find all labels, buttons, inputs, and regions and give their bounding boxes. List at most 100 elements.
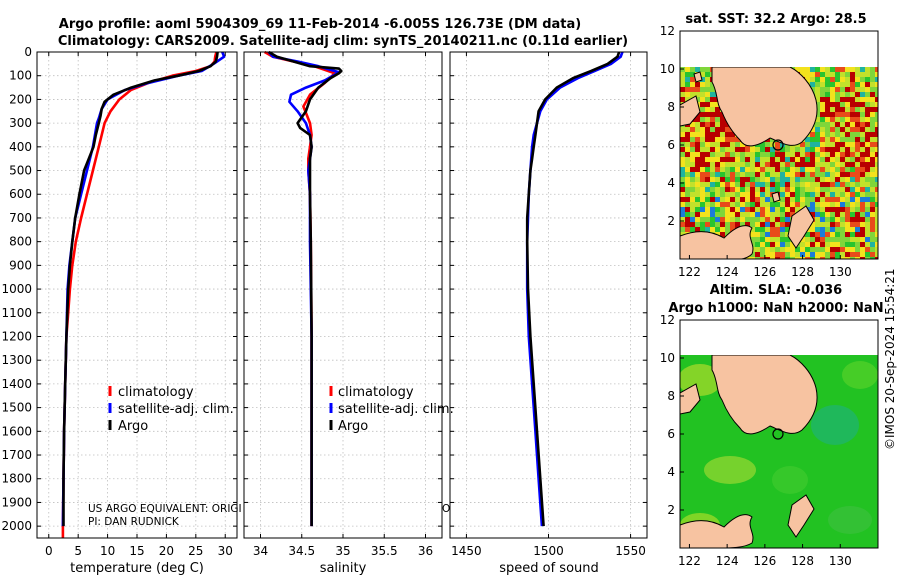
sst-cell [705, 77, 710, 82]
sst-cell [800, 197, 805, 202]
sst-cell [825, 177, 830, 182]
sst-cell [760, 252, 765, 257]
sst-cell [790, 207, 795, 212]
sst-cell [855, 132, 860, 137]
sst-cell [800, 192, 805, 197]
sst-cell [855, 107, 860, 112]
sst-cell [695, 172, 700, 177]
sst-cell [685, 157, 690, 162]
sst-cell [840, 232, 845, 237]
sst-cell [855, 257, 860, 259]
sst-cell [865, 82, 870, 87]
sst-cell [875, 242, 878, 247]
sst-cell [835, 177, 840, 182]
sst-cell [860, 162, 865, 167]
sst-cell [855, 112, 860, 117]
sst-cell [870, 72, 875, 77]
sst-cell [825, 247, 830, 252]
sst-cell [815, 207, 820, 212]
sst-cell [790, 257, 795, 259]
sst-cell [770, 162, 775, 167]
sst-cell [840, 147, 845, 152]
sst-cell [870, 217, 875, 222]
sst-cell [765, 252, 770, 257]
sst-cell [680, 132, 685, 137]
sst-cell [870, 247, 875, 252]
sst-cell [695, 192, 700, 197]
y-tick-label: 600 [9, 187, 32, 201]
sst-cell [780, 167, 785, 172]
sst-cell [875, 237, 878, 242]
sst-cell [730, 142, 735, 147]
sst-cell [700, 82, 705, 87]
sst-cell [740, 187, 745, 192]
sst-cell [875, 222, 878, 227]
x-tick-label: 30 [218, 544, 233, 558]
sst-cell [815, 257, 820, 259]
sst-cell [835, 212, 840, 217]
sst-cell [785, 187, 790, 192]
sst-cell [745, 202, 750, 207]
sst-cell [785, 242, 790, 247]
map-x-tick-label: 128 [791, 265, 814, 279]
sst-cell [765, 142, 770, 147]
sst-cell [825, 202, 830, 207]
sst-cell [860, 67, 865, 72]
sst-cell [745, 212, 750, 217]
map-x-tick-label: 124 [716, 554, 739, 568]
sst-cell [720, 172, 725, 177]
sst-cell [825, 82, 830, 87]
sst-cell [695, 92, 700, 97]
sst-cell [800, 157, 805, 162]
sst-cell [845, 227, 850, 232]
map-x-tick-label: 126 [753, 265, 776, 279]
sst-cell [710, 92, 715, 97]
sst-cell [695, 157, 700, 162]
sst-cell [865, 187, 870, 192]
sst-cell [845, 217, 850, 222]
sst-cell [850, 202, 855, 207]
sst-cell [785, 157, 790, 162]
sst-cell [815, 147, 820, 152]
sst-cell [775, 212, 780, 217]
sst-cell [735, 172, 740, 177]
sst-cell [875, 112, 878, 117]
sst-cell [840, 172, 845, 177]
sst-cell [760, 202, 765, 207]
sst-cell [720, 122, 725, 127]
sst-cell [680, 182, 685, 187]
sst-cell [680, 187, 685, 192]
sst-cell [750, 237, 755, 242]
sst-cell [790, 212, 795, 217]
sst-cell [845, 142, 850, 147]
sst-cell [845, 72, 850, 77]
sst-cell [860, 122, 865, 127]
sst-cell [815, 237, 820, 242]
sst-cell [730, 207, 735, 212]
sst-cell [875, 152, 878, 157]
sst-cell [830, 167, 835, 172]
sst-cell [865, 107, 870, 112]
y-tick-label: 300 [9, 116, 32, 130]
sst-cell [705, 167, 710, 172]
sst-cell [845, 237, 850, 242]
sst-cell [855, 202, 860, 207]
sst-cell [740, 142, 745, 147]
sst-cell [870, 112, 875, 117]
sst-cell [845, 77, 850, 82]
sst-cell [865, 67, 870, 72]
sst-cell [755, 192, 760, 197]
sst-cell [795, 152, 800, 157]
sst-cell [730, 227, 735, 232]
sst-cell [775, 222, 780, 227]
sst-cell [700, 212, 705, 217]
sst-cell [820, 112, 825, 117]
sst-cell [690, 142, 695, 147]
sst-cell [710, 102, 715, 107]
sst-cell [710, 142, 715, 147]
sst-cell [840, 157, 845, 162]
sst-cell [875, 162, 878, 167]
sst-cell [690, 202, 695, 207]
sst-cell [795, 197, 800, 202]
sst-cell [835, 112, 840, 117]
